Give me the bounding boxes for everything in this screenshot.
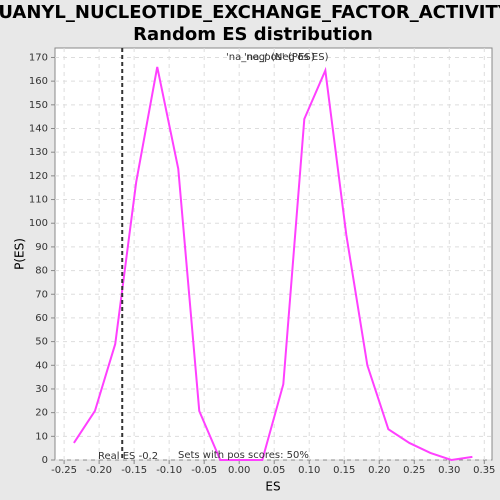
y-tick-label: 120	[29, 171, 48, 182]
y-tick-label: 150	[29, 100, 48, 111]
x-tick-label: -0.20	[86, 465, 112, 476]
y-tick-label: 80	[35, 266, 48, 277]
x-tick-label: -0.10	[156, 465, 182, 476]
y-tick-label: 160	[29, 76, 48, 87]
x-tick-label: -0.25	[51, 465, 77, 476]
chart-title: GUANYL_NUCLEOTIDE_EXCHANGE_FACTOR_ACTIVI…	[0, 2, 500, 23]
y-tick-label: 10	[35, 431, 48, 442]
y-tick-label: 70	[35, 289, 48, 300]
y-tick-label: 30	[35, 384, 48, 395]
x-tick-label: 0.00	[228, 465, 250, 476]
y-tick-label: 110	[29, 195, 48, 206]
y-tick-label: 130	[29, 147, 48, 158]
x-tick-label: 0.25	[403, 465, 425, 476]
y-tick-label: 140	[29, 124, 48, 135]
y-tick-label: 20	[35, 408, 48, 419]
x-tick-label: 0.20	[368, 465, 390, 476]
plot-area	[54, 47, 493, 461]
y-axis-label: P(ES)	[13, 238, 27, 270]
y-tick-label: 100	[29, 218, 48, 229]
annotation: Sets with pos scores: 50%	[178, 450, 309, 461]
x-tick-label: 0.15	[333, 465, 355, 476]
y-tick-label: 40	[35, 360, 48, 371]
x-tick-label: 0.35	[473, 465, 495, 476]
x-tick-label: 0.30	[438, 465, 460, 476]
y-tick-label: 0	[42, 455, 48, 466]
legend-entry: 'na_neg' (Neg ES)	[226, 52, 315, 63]
x-tick-label: 0.10	[298, 465, 320, 476]
x-tick-label: -0.15	[121, 465, 147, 476]
y-tick-label: 90	[35, 242, 48, 253]
y-tick-label: 170	[29, 52, 48, 63]
y-tick-label: 60	[35, 313, 48, 324]
line-series	[73, 66, 473, 462]
chart-title: Random ES distribution	[133, 24, 373, 45]
legend-entry: 'na_pos' (Pos ES)	[244, 52, 329, 63]
x-axis-label: ES	[265, 480, 280, 494]
y-tick-label: 50	[35, 337, 48, 348]
x-tick-label: -0.05	[191, 465, 217, 476]
x-tick-label: 0.05	[263, 465, 285, 476]
real-es-label: Real ES -0.2	[98, 451, 158, 462]
